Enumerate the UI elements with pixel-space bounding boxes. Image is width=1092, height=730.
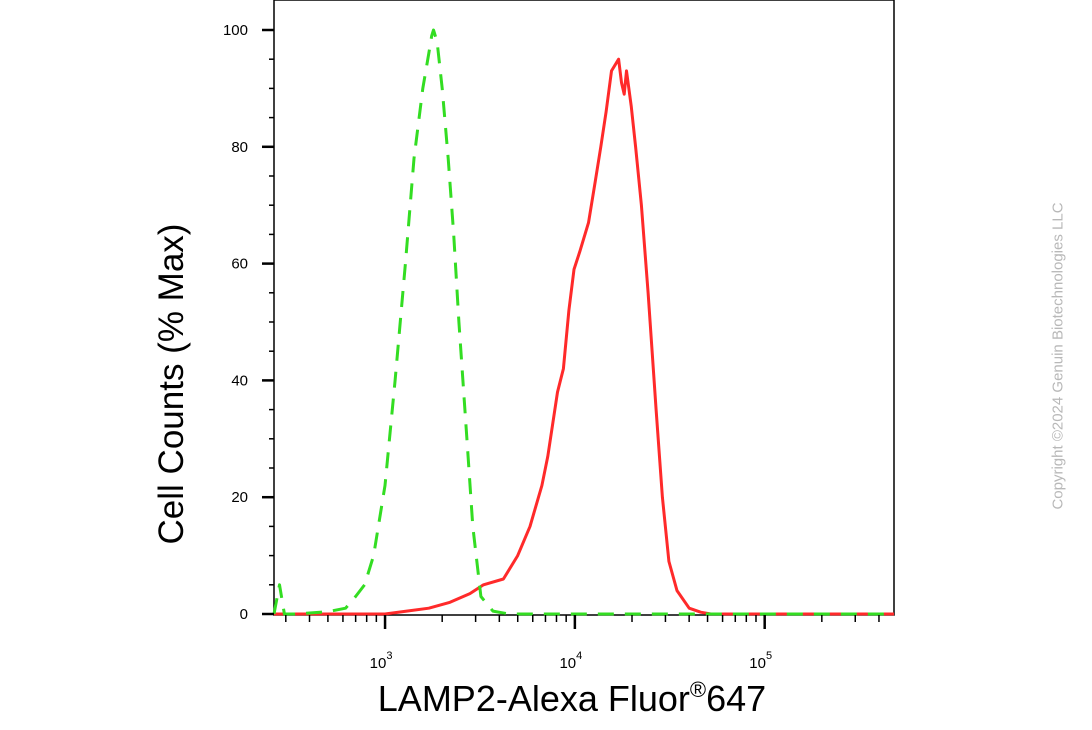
- y-axis-label: Cell Counts (% Max): [152, 224, 191, 545]
- series-line-solid: [274, 57, 894, 616]
- x-tick-label: 104: [559, 650, 582, 672]
- copyright-watermark: Copyright ©2024 Genuin Biotechnologies L…: [1049, 202, 1067, 510]
- series-layer: [272, 28, 894, 616]
- x-tick-label: 103: [370, 650, 393, 672]
- x-axis-label: LAMP2-Alexa Fluor®647: [378, 677, 766, 719]
- y-tick-label: 60: [231, 256, 248, 273]
- y-tick-label: 0: [240, 606, 248, 623]
- x-axis-label-registered: ®: [690, 677, 706, 702]
- axis-layer: 0 20 40 60 80 100 103 104 105: [223, 22, 880, 672]
- x-axis-label-suffix: 647: [706, 678, 766, 719]
- series-line-dashed: [272, 28, 894, 616]
- x-tick-label: 105: [749, 650, 772, 672]
- y-tick-label: 100: [223, 22, 248, 39]
- x-axis-label-main: LAMP2-Alexa Fluor: [378, 678, 690, 719]
- y-tick-label: 80: [231, 139, 248, 156]
- plot-border: [273, 0, 895, 616]
- y-tick-label: 40: [231, 372, 248, 389]
- y-tick-label: 20: [231, 489, 248, 506]
- plot-frame: [273, 0, 895, 616]
